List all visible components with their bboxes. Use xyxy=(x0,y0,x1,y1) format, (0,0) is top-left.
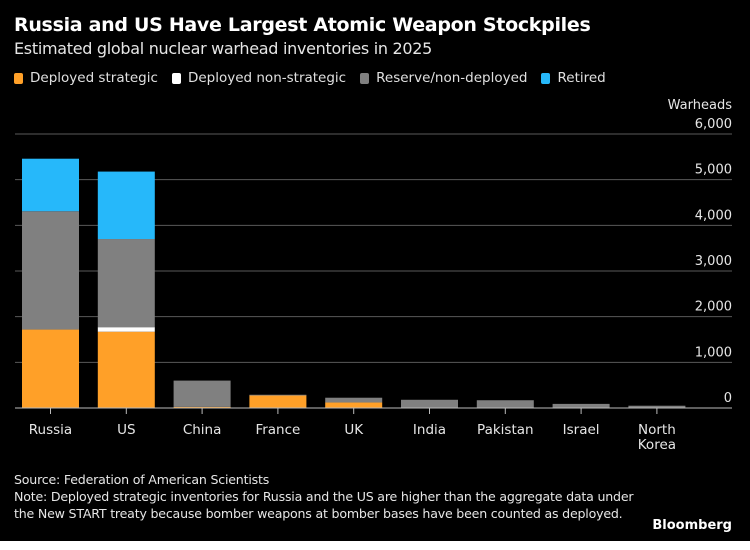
legend-swatch xyxy=(14,72,23,84)
bar-segment xyxy=(97,331,155,408)
chart-footer: Source: Federation of American Scientist… xyxy=(14,471,654,522)
bar-segment xyxy=(173,406,231,408)
x-tick-label: Korea xyxy=(638,437,676,453)
legend-item-deployed-non-strategic: Deployed non-strategic xyxy=(171,70,347,86)
chart-plot: 0 1,000 2,000 3,000 4,000 5,000 6,000 Warheads R… xyxy=(15,98,733,453)
bar-segment xyxy=(249,395,307,408)
x-tick-label: North xyxy=(638,422,676,438)
bar-segment xyxy=(249,394,307,396)
bar-segment xyxy=(401,399,458,408)
x-tick-label: Israel xyxy=(563,422,600,438)
legend-swatch xyxy=(171,72,181,84)
bar-segment xyxy=(97,239,155,328)
bloomberg-logo: Bloomberg xyxy=(652,518,732,533)
legend-label: Reserve/non-deployed xyxy=(376,70,528,86)
bar-segment xyxy=(22,211,79,330)
legend-label: Retired xyxy=(557,70,606,86)
bar-segment xyxy=(325,402,383,408)
bar-segment xyxy=(97,171,155,240)
x-tick-label: France xyxy=(255,422,300,438)
bottom-border xyxy=(0,541,750,550)
bar-segment xyxy=(22,158,79,212)
legend-item-deployed-strategic: Deployed strategic xyxy=(14,70,158,86)
legend-item-retired: Retired xyxy=(541,70,606,86)
legend-label: Deployed strategic xyxy=(30,70,158,86)
x-tick-label: Russia xyxy=(29,422,72,438)
legend-swatch xyxy=(541,72,551,84)
y-tick-label: 6,000 xyxy=(695,117,732,132)
bar-segment xyxy=(173,380,231,407)
y-tick-label: 2,000 xyxy=(695,300,732,315)
y-tick-label: 0 xyxy=(724,391,732,406)
x-tick-label: Pakistan xyxy=(477,422,534,438)
x-tick-label: US xyxy=(117,422,135,438)
methodology-note: Note: Deployed strategic inventories for… xyxy=(14,489,634,521)
y-tick-label: 4,000 xyxy=(695,208,732,223)
legend-label: Deployed non-strategic xyxy=(187,70,347,86)
y-tick-label: 1,000 xyxy=(695,345,732,360)
bar-segment xyxy=(22,329,79,408)
x-tick-label: India xyxy=(413,422,446,438)
bar-segment xyxy=(97,327,155,332)
bar-segment xyxy=(552,403,610,408)
y-tick-label: 3,000 xyxy=(695,254,732,269)
source-note: Source: Federation of American Scientist… xyxy=(14,472,270,487)
x-tick-label: UK xyxy=(344,422,364,438)
bar-segment xyxy=(476,400,534,408)
bar-segment xyxy=(628,405,686,408)
y-axis-label: Warheads xyxy=(668,98,733,113)
y-tick-label: 5,000 xyxy=(695,163,732,178)
legend-item-reserve: Reserve/non-deployed xyxy=(360,70,527,86)
chart-subtitle: Estimated global nuclear warhead invento… xyxy=(14,39,433,58)
legend: Deployed strategic Deployed non-strategi… xyxy=(14,70,606,86)
legend-swatch xyxy=(360,72,370,84)
x-tick-label: China xyxy=(183,422,222,438)
bar-segment xyxy=(325,397,383,403)
chart-title: Russia and US Have Largest Atomic Weapon… xyxy=(14,14,591,36)
